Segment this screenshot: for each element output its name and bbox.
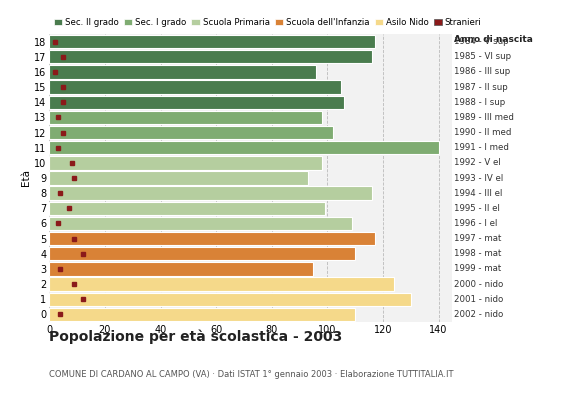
Text: Popolazione per età scolastica - 2003: Popolazione per età scolastica - 2003: [49, 330, 343, 344]
Bar: [49, 308, 355, 321]
Text: 1989 - III med: 1989 - III med: [454, 113, 514, 122]
Text: 2002 - nido: 2002 - nido: [454, 310, 503, 319]
Bar: [49, 232, 375, 245]
Text: Anno di nascita: Anno di nascita: [454, 35, 533, 44]
Bar: [49, 156, 322, 170]
Text: 1990 - II med: 1990 - II med: [454, 128, 512, 137]
Text: 1998 - mat: 1998 - mat: [454, 249, 502, 258]
Bar: [49, 217, 352, 230]
Text: 2000 - nido: 2000 - nido: [454, 280, 503, 289]
Bar: [49, 186, 372, 200]
Text: 1993 - IV el: 1993 - IV el: [454, 174, 503, 182]
Text: 1996 - I el: 1996 - I el: [454, 219, 498, 228]
Bar: [49, 278, 394, 291]
Text: 1988 - I sup: 1988 - I sup: [454, 98, 505, 107]
Text: 1987 - II sup: 1987 - II sup: [454, 82, 508, 92]
Bar: [49, 65, 316, 78]
Text: 1995 - II el: 1995 - II el: [454, 204, 500, 213]
Y-axis label: Età: Età: [21, 170, 31, 186]
Bar: [49, 35, 375, 48]
Bar: [49, 96, 344, 109]
Text: 1985 - VI sup: 1985 - VI sup: [454, 52, 511, 61]
Legend: Sec. II grado, Sec. I grado, Scuola Primaria, Scuola dell'Infanzia, Asilo Nido, : Sec. II grado, Sec. I grado, Scuola Prim…: [53, 18, 481, 27]
Bar: [49, 111, 322, 124]
Text: COMUNE DI CARDANO AL CAMPO (VA) · Dati ISTAT 1° gennaio 2003 · Elaborazione TUTT: COMUNE DI CARDANO AL CAMPO (VA) · Dati I…: [49, 370, 454, 379]
Bar: [49, 126, 333, 139]
Text: 1984 - V sup: 1984 - V sup: [454, 37, 509, 46]
Text: 1991 - I med: 1991 - I med: [454, 143, 509, 152]
Bar: [49, 50, 372, 64]
Bar: [49, 171, 308, 185]
Bar: [49, 202, 325, 215]
Text: 1994 - III el: 1994 - III el: [454, 189, 502, 198]
Text: 1992 - V el: 1992 - V el: [454, 158, 501, 167]
Bar: [49, 292, 411, 306]
Text: 1999 - mat: 1999 - mat: [454, 264, 501, 274]
Text: 1997 - mat: 1997 - mat: [454, 234, 502, 243]
Bar: [49, 262, 313, 276]
Text: 1986 - III sup: 1986 - III sup: [454, 67, 510, 76]
Bar: [49, 141, 438, 154]
Bar: [49, 80, 341, 94]
Bar: [49, 247, 355, 260]
Text: 2001 - nido: 2001 - nido: [454, 295, 503, 304]
